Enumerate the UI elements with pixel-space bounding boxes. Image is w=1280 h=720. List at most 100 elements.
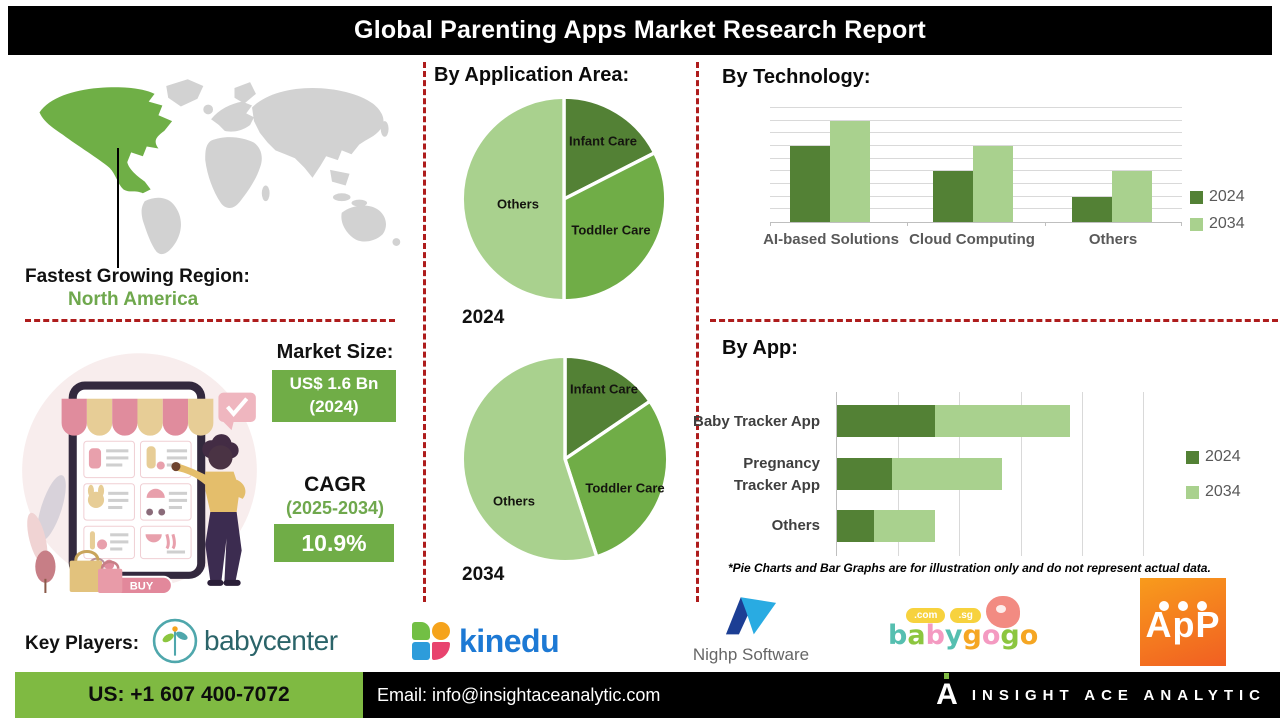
map-greenland [166,79,204,107]
babygogo-com-tag: .com [906,608,946,623]
cagr-label: CAGR [304,473,366,496]
disclaimer-footnote: *Pie Charts and Bar Graphs are for illus… [728,561,1211,575]
insight-ace-brand: A INSIGHT ACE ANALYTIC [936,673,1266,710]
babygogo-letter: g [962,620,982,651]
divider-vertical-left [423,62,426,602]
checkmark-bubble-icon [218,392,256,431]
app-legend: 2024 2034 [1186,448,1241,501]
map-africa [205,137,262,209]
map-pointer-line [117,148,119,268]
pie-slice-infant-care [562,95,657,201]
tech-category-cloud: Cloud Computing [909,231,1035,248]
pie-chart-2024: Infant Care Toddler Care Others [458,93,670,305]
kinedu-icon [412,622,450,660]
babygogo-logo: .com .sg babygogo [888,596,1038,651]
babygogo-letter: o [981,620,1001,651]
babygogo-letter: b [888,620,908,651]
cagr-value-box: 10.9% [274,524,394,562]
product-cards [83,440,192,560]
market-size-label: Market Size: [276,341,394,363]
babygogo-sg-tag: .sg [950,608,981,623]
pie-2034-label-toddler-care: Toddler Care [585,480,665,496]
pie-slice-others [460,354,599,564]
app-bar-chart [836,392,1144,556]
key-players-label: Key Players: [25,633,140,654]
application-section-title: By Application Area: [434,64,630,86]
axis-tick [1045,222,1046,226]
legend-label-2034: 2034 [1205,483,1241,500]
footer-email-block: Email: info@insightaceanalytic.com A INS… [363,672,1280,718]
map-europe [211,101,254,132]
fastest-growing-region-label: Fastest Growing Region: [25,266,250,287]
nighp-software-logo: Nighp Software [676,588,826,665]
gridline [770,119,1182,121]
pie-slice-toddler-care [563,399,670,559]
gridline [1081,392,1083,556]
bar-2024 [1072,196,1112,222]
header-bar: Global Parenting Apps Market Research Re… [8,6,1272,55]
map-north-america [39,87,173,194]
app-logo-dots-icon [1159,601,1207,611]
gridline [1020,392,1022,556]
axis-tick [907,222,908,226]
page-title: Global Parenting Apps Market Research Re… [354,16,926,44]
axis-tick [770,222,771,226]
pie-slice-others [460,95,566,303]
pie-2024-year: 2024 [462,307,505,328]
kinedu-logo: kinedu [412,622,560,660]
pie-2034-label-infant-care: Infant Care [570,381,638,397]
bar-segment-2024 [837,405,935,437]
app-category-others: Others [771,517,820,534]
map-uk [203,104,214,115]
cagr-value: 10.9% [301,529,367,556]
bar-segment-2024 [837,510,874,542]
map-asia [252,88,384,178]
bar-2034 [1112,171,1152,222]
babygogo-wordmark: babygogo [888,620,1038,651]
market-size-box: US$ 1.6 Bn (2024) [272,370,396,422]
pie-2034-year: 2034 [462,564,505,585]
babycenter-wordmark: babycenter [204,625,338,656]
bar-segment-2034 [934,405,1070,437]
svg-text:BUY: BUY [130,580,154,592]
bar-2034 [973,146,1013,222]
app-section-title: By App: [722,337,798,359]
bar-2024 [790,146,830,222]
babygogo-letter: a [907,620,926,651]
insight-ace-wordmark: INSIGHT ACE ANALYTIC [971,686,1266,704]
bar-group-ai-based-solutions [790,108,871,222]
tech-category-others: Others [1088,231,1138,248]
legend-row-2034: 2034 [1190,215,1245,233]
babycenter-icon [152,618,198,664]
bar-row-others [837,510,1143,542]
world-map [39,79,401,255]
fastest-growing-region-value: North America [68,289,199,310]
awning-icon [61,398,214,436]
divider-vertical-right [696,62,699,602]
legend-label-2024: 2024 [1205,448,1241,465]
gridline [770,145,1182,147]
bar-2024 [933,171,973,222]
babycenter-logo: babycenter [152,618,338,664]
legend-swatch-2034 [1186,485,1199,499]
map-madagascar [261,185,270,202]
app-category-baby-tracker: Baby Tracker App [693,413,820,430]
map-australia [341,205,386,242]
footer-phone-block: US: +1 607 400-7072 [15,672,363,718]
nighp-wordmark: Nighp Software [692,645,810,664]
app-company-logo: ApP [1140,578,1226,666]
bar-segment-2034 [873,510,935,542]
bar-group-cloud-computing [933,108,1014,222]
pie-2024-label-infant-care: Infant Care [569,133,637,149]
app-category-pregnancy-tracker: Pregnancy Tracker App [733,455,820,494]
bar-group-others [1072,108,1153,222]
legend-row-2034: 2034 [1186,483,1241,501]
map-southeast-asia [330,169,350,186]
footer-phone: US: +1 607 400-7072 [88,683,290,706]
technology-bar-chart [770,107,1182,226]
legend-row-2024: 2024 [1190,188,1245,206]
app-logo-wordmark: ApP [1145,604,1221,645]
legend-swatch-2034 [1190,217,1203,231]
map-new-zealand [392,238,401,246]
